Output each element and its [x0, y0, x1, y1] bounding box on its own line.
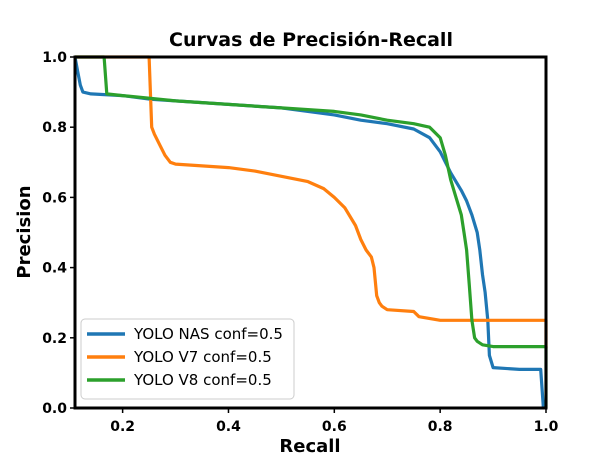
x-axis: 0.2 0.4 0.6 0.8 1.0	[110, 408, 559, 435]
y-tick-label: 0.4	[42, 261, 67, 277]
y-tick-label: 0.2	[42, 331, 67, 347]
y-axis: 0.0 0.2 0.4 0.6 0.8 1.0	[42, 50, 75, 417]
legend: YOLO NAS conf=0.5 YOLO V7 conf=0.5 YOLO V8…	[80, 318, 295, 400]
y-tick-label: 0.0	[42, 401, 67, 417]
plot-frame	[73, 55, 548, 410]
series-line-3	[75, 55, 548, 408]
chart-title: Curvas de Precisión-Recall	[169, 29, 453, 51]
y-tick-label: 0.8	[42, 120, 67, 136]
x-tick-label: 0.8	[428, 419, 453, 435]
y-tick-label: 0.6	[42, 190, 67, 206]
legend-label-2: YOLO V7 conf=0.5	[133, 348, 272, 366]
y-tick-label: 1.0	[42, 50, 67, 66]
x-axis-label: Recall	[279, 436, 340, 457]
x-tick-label: 0.4	[216, 419, 241, 435]
y-axis-label: Precision	[14, 185, 35, 278]
x-tick-label: 0.6	[322, 419, 347, 435]
series-line-2	[75, 55, 548, 349]
legend-box	[80, 318, 295, 400]
legend-label-1: YOLO NAS conf=0.5	[133, 325, 283, 343]
series-layer	[73, 55, 548, 409]
x-tick-label: 0.2	[110, 419, 135, 435]
legend-label-3: YOLO V8 conf=0.5	[133, 371, 272, 389]
x-tick-label: 1.0	[534, 419, 559, 435]
